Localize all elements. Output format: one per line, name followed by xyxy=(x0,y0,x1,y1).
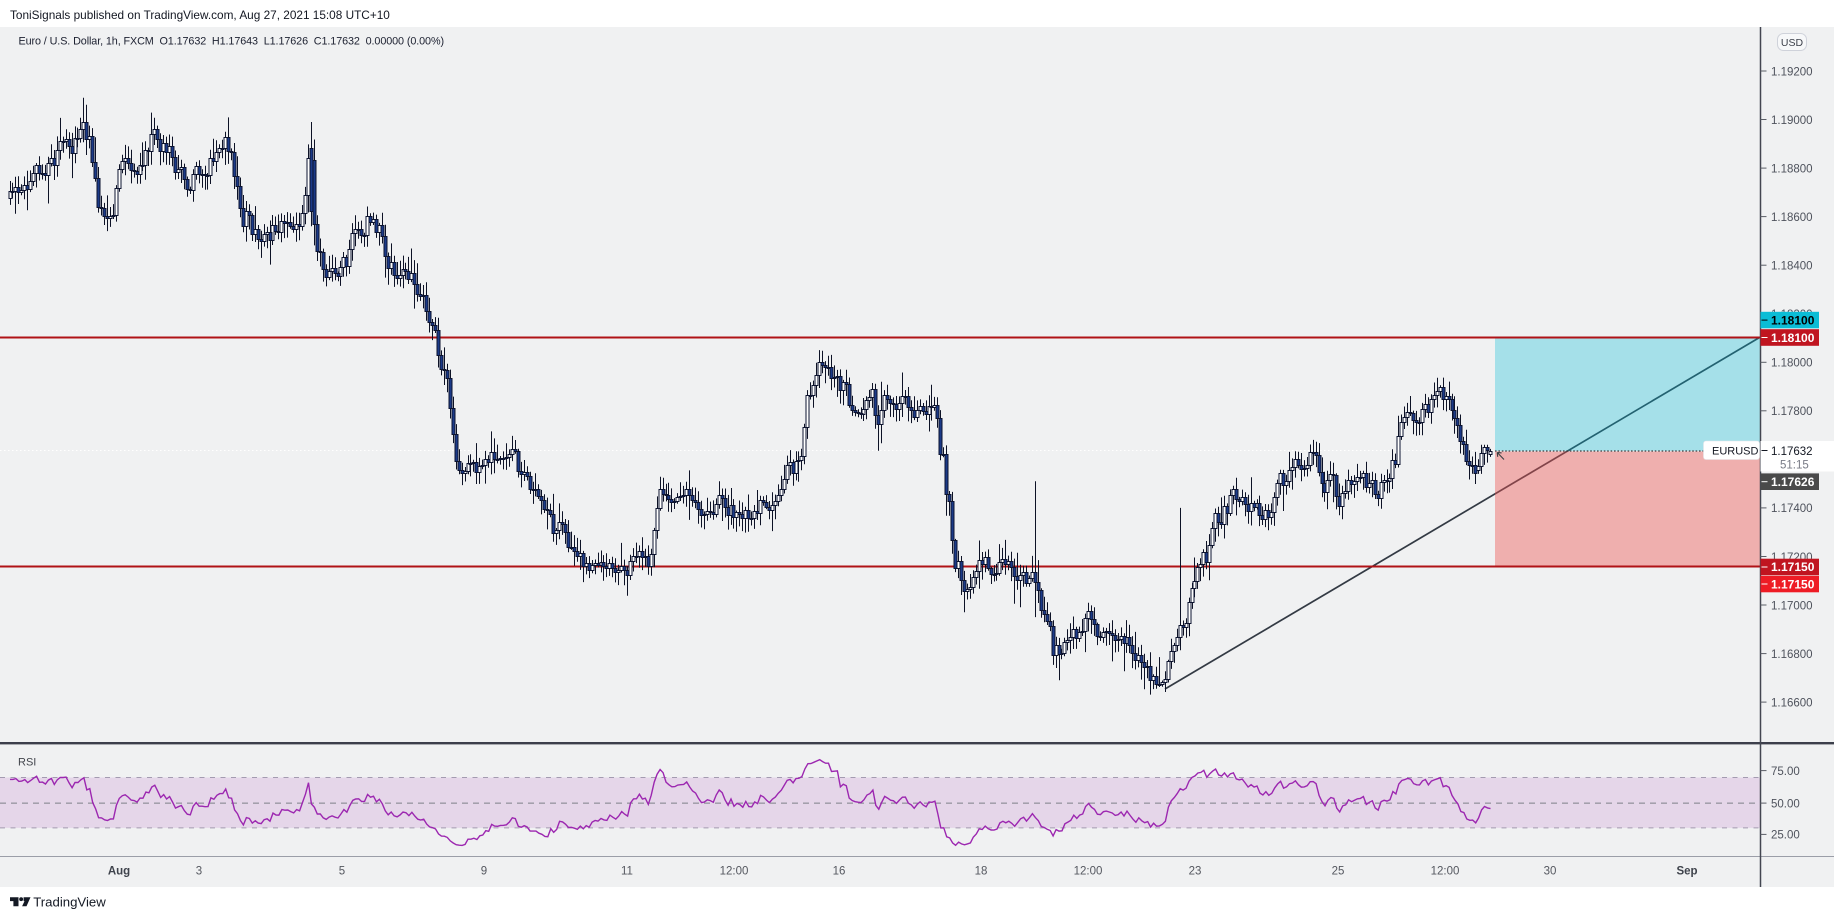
svg-text:Aug: Aug xyxy=(108,866,130,878)
svg-text:1.17626: 1.17626 xyxy=(1771,475,1815,489)
svg-text:18: 18 xyxy=(975,866,988,878)
svg-text:Euro / U.S. Dollar, 1h, FXCM: Euro / U.S. Dollar, 1h, FXCM O1.17632 H1… xyxy=(19,35,444,47)
svg-text:50.00: 50.00 xyxy=(1771,798,1800,810)
svg-text:5: 5 xyxy=(339,866,345,878)
svg-text:1.17632: 1.17632 xyxy=(1771,446,1813,458)
svg-text:EURUSD: EURUSD xyxy=(1712,446,1759,458)
svg-text:1.17400: 1.17400 xyxy=(1771,503,1813,515)
svg-text:25: 25 xyxy=(1332,866,1345,878)
svg-text:USD: USD xyxy=(1781,37,1804,49)
svg-text:1.16600: 1.16600 xyxy=(1771,697,1813,709)
svg-text:25.00: 25.00 xyxy=(1771,830,1800,842)
svg-text:9: 9 xyxy=(481,866,487,878)
svg-text:1.18100: 1.18100 xyxy=(1771,313,1815,327)
svg-text:12:00: 12:00 xyxy=(720,866,749,878)
svg-text:1.17150: 1.17150 xyxy=(1771,560,1815,574)
svg-text:1.17800: 1.17800 xyxy=(1771,406,1813,418)
svg-text:16: 16 xyxy=(833,866,846,878)
svg-text:12:00: 12:00 xyxy=(1074,866,1103,878)
svg-text:3: 3 xyxy=(196,866,202,878)
svg-text:1.19000: 1.19000 xyxy=(1771,115,1813,127)
svg-text:Sep: Sep xyxy=(1676,866,1697,878)
svg-text:1.18800: 1.18800 xyxy=(1771,163,1813,175)
svg-text:1.18100: 1.18100 xyxy=(1771,331,1815,345)
svg-text:1.18000: 1.18000 xyxy=(1771,358,1813,370)
svg-text:1.19200: 1.19200 xyxy=(1771,66,1813,78)
svg-text:75.00: 75.00 xyxy=(1771,766,1800,778)
svg-text:ToniSignals published on Tradi: ToniSignals published on TradingView.com… xyxy=(10,8,390,22)
svg-text:RSI: RSI xyxy=(18,757,36,769)
svg-text:30: 30 xyxy=(1544,866,1557,878)
svg-text:51:15: 51:15 xyxy=(1780,460,1809,472)
svg-text:TradingView: TradingView xyxy=(33,894,106,909)
svg-text:1.18400: 1.18400 xyxy=(1771,261,1813,273)
svg-text:11: 11 xyxy=(621,866,633,878)
svg-text:1.17150: 1.17150 xyxy=(1771,577,1815,591)
svg-text:23: 23 xyxy=(1189,866,1202,878)
svg-text:1.17000: 1.17000 xyxy=(1771,600,1813,612)
svg-text:1.16800: 1.16800 xyxy=(1771,649,1813,661)
svg-text:12:00: 12:00 xyxy=(1431,866,1460,878)
svg-text:1.18600: 1.18600 xyxy=(1771,212,1813,224)
